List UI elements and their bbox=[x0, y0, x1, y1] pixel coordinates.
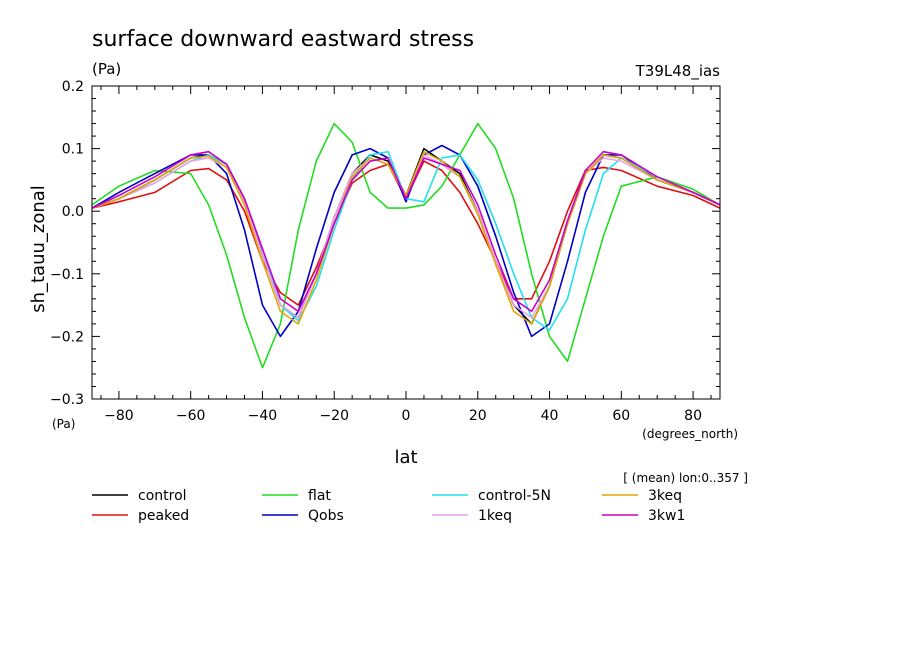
y-tick-label: 0.2 bbox=[62, 79, 84, 95]
x-tick-label: 20 bbox=[469, 408, 487, 424]
x-axis-units: (degrees_north) bbox=[642, 427, 738, 441]
title-units: (Pa) bbox=[92, 60, 121, 78]
legend-item-qobs: Qobs bbox=[262, 508, 344, 524]
x-tick-labels: −80 −60 −40 −20 0 20 40 60 80 bbox=[104, 408, 702, 424]
legend-label-peaked: peaked bbox=[138, 508, 189, 524]
x-tick-label: 40 bbox=[541, 408, 559, 424]
legend-item-peaked: peaked bbox=[92, 508, 189, 524]
x-tick-label: 80 bbox=[684, 408, 702, 424]
legend-label-3kw1: 3kw1 bbox=[648, 508, 685, 524]
legend-item-3keq: 3keq bbox=[602, 488, 682, 504]
legend-label-control: control bbox=[138, 488, 187, 504]
legend-label-flat: flat bbox=[308, 488, 331, 504]
axis-ticks bbox=[92, 85, 720, 400]
y-axis-units: (Pa) bbox=[52, 417, 75, 431]
x-tick-label: −80 bbox=[104, 408, 134, 424]
y-tick-label: −0.2 bbox=[50, 329, 84, 345]
plot-area bbox=[91, 85, 721, 400]
legend-item-control-5n: control-5N bbox=[432, 488, 551, 504]
legend-label-1keq: 1keq bbox=[478, 508, 512, 524]
run-id: T39L48_ias bbox=[635, 62, 721, 81]
legend-item-control: control bbox=[92, 488, 187, 504]
legend-label-3keq: 3keq bbox=[648, 488, 682, 504]
legend-item-flat: flat bbox=[262, 488, 331, 504]
x-axis-label: lat bbox=[394, 447, 417, 468]
x-tick-label: −60 bbox=[176, 408, 206, 424]
y-tick-label: −0.1 bbox=[50, 267, 84, 283]
y-tick-labels: −0.3 −0.2 −0.1 0.0 0.1 0.2 bbox=[50, 79, 84, 408]
averaging-note: [ (mean) lon:0..357 ] bbox=[623, 471, 748, 485]
legend-label-control-5n: control-5N bbox=[478, 488, 551, 504]
y-tick-label: 0.1 bbox=[62, 142, 84, 158]
series-line-qobs bbox=[91, 144, 721, 338]
series-line-3kw1 bbox=[91, 150, 721, 313]
legend-label-qobs: Qobs bbox=[308, 508, 344, 524]
x-tick-label: 60 bbox=[612, 408, 630, 424]
x-tick-label: −20 bbox=[319, 408, 349, 424]
x-tick-label: 0 bbox=[402, 408, 411, 424]
series-line-flat bbox=[91, 122, 721, 369]
y-tick-label: 0.0 bbox=[62, 204, 84, 220]
series-line-3keq bbox=[91, 150, 721, 325]
y-tick-label: −0.3 bbox=[50, 392, 84, 408]
legend: control flat control-5N 3keq peaked Qobs 1keq 3… bbox=[92, 488, 685, 524]
legend-item-3kw1: 3kw1 bbox=[602, 508, 685, 524]
legend-item-1keq: 1keq bbox=[432, 508, 512, 524]
x-tick-label: −40 bbox=[248, 408, 278, 424]
chart-title: surface downward eastward stress bbox=[92, 27, 474, 52]
y-axis-label: sh_tauu_zonal bbox=[28, 185, 49, 313]
